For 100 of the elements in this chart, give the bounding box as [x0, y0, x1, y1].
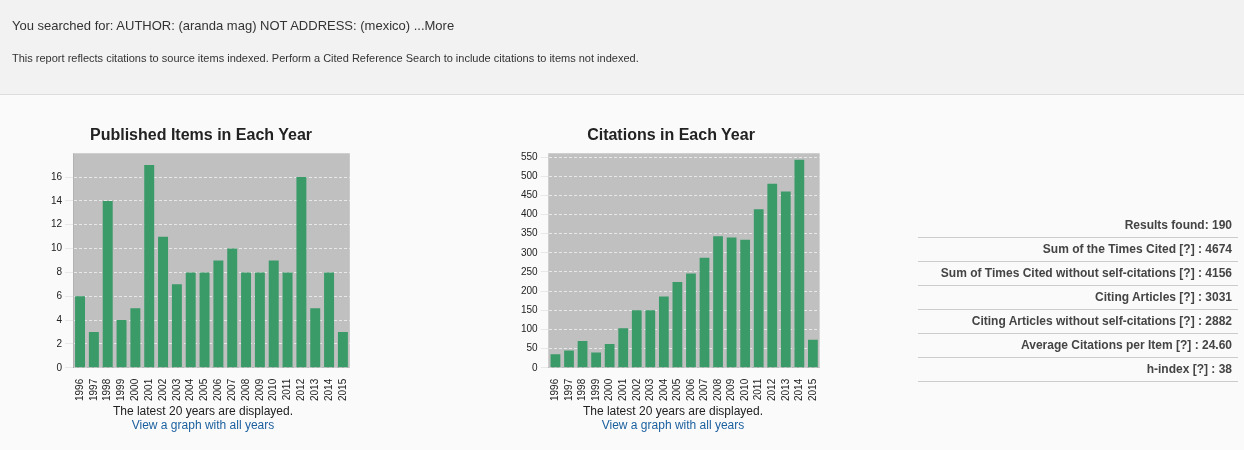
bar	[672, 281, 683, 368]
x-tick-label: 2006	[212, 378, 224, 401]
y-tick-label: 10	[51, 242, 63, 254]
y-tick-label: 200	[521, 284, 539, 296]
text: Sum of Times Cited without self-citations [?] : 4156	[918, 262, 1238, 286]
x-tick-label: 2000	[129, 378, 141, 401]
bar	[171, 284, 182, 368]
x-tick-label: 2014	[322, 378, 334, 401]
bar	[767, 183, 778, 368]
bar	[699, 257, 710, 368]
x-tick-label: 1998	[101, 378, 113, 401]
y-tick-label: 0	[56, 361, 63, 373]
y-tick-label: 250	[521, 265, 539, 277]
x-tick-label: 2007	[698, 378, 710, 401]
bar	[324, 272, 335, 368]
x-tick-label: 2000	[603, 378, 615, 401]
bar	[591, 352, 601, 368]
x-tick-label: 2001	[616, 378, 628, 401]
text: Average Citations per Item [?] : 24.60	[918, 334, 1238, 358]
y-tick-label: 6	[56, 289, 63, 301]
bar	[144, 165, 155, 368]
x-tick-label: 2013	[308, 378, 320, 401]
text: Citing Articles without self-citations [?] : 2882	[918, 310, 1238, 334]
x-tick-label: 2008	[711, 378, 723, 401]
bar	[550, 354, 561, 368]
x-tick-label: 1999	[589, 378, 601, 401]
y-tick-label: 12	[51, 218, 63, 230]
x-tick-label: 2012	[766, 378, 777, 401]
bar	[130, 308, 141, 368]
x-tick-label: 2004	[184, 378, 196, 401]
x-tick-label: 2003	[644, 378, 656, 401]
bar	[102, 200, 113, 368]
bar	[185, 272, 196, 368]
y-tick-label: 350	[521, 227, 539, 239]
x-tick-label: 2007	[225, 378, 237, 401]
bar	[282, 272, 293, 368]
y-tick-label: 100	[521, 323, 539, 335]
y-tick-label: 400	[521, 208, 539, 220]
bar	[75, 296, 86, 368]
x-tick-label: 2006	[684, 378, 696, 401]
bar	[241, 272, 252, 368]
bar	[564, 350, 574, 368]
chart-title: Citations in Each Year	[587, 126, 755, 144]
text: You searched for: AUTHOR: (aranda mag) NOT ADDRESS: (mexico) ...More	[12, 18, 455, 33]
x-tick-label: 2004	[657, 378, 669, 401]
y-tick-label: 14	[51, 194, 63, 206]
text: Results found: 190	[918, 214, 1238, 238]
y-tick-label: 450	[521, 189, 539, 201]
x-tick-label: 2002	[156, 378, 168, 401]
y-tick-label: 8	[56, 266, 63, 278]
bar	[296, 177, 307, 368]
bar	[337, 332, 348, 368]
x-tick-label: 2005	[671, 378, 683, 401]
x-tick-label: 2011	[752, 378, 764, 401]
bar	[686, 273, 696, 368]
text: The latest 20 years are displayed.	[111, 404, 295, 418]
x-tick-label: 1997	[562, 378, 574, 401]
bar	[254, 272, 265, 368]
text: Citing Articles [?] : 3031	[918, 286, 1238, 310]
x-tick-label: 2009	[253, 378, 265, 401]
bar	[310, 308, 321, 368]
x-tick-label: 1999	[115, 378, 127, 401]
x-tick-label: 2008	[239, 378, 251, 401]
x-tick-label: 1996	[73, 378, 85, 401]
x-tick-label: 1997	[87, 378, 99, 401]
bar	[713, 236, 723, 368]
x-tick-label: 1996	[549, 378, 561, 401]
x-tick-label: 2005	[198, 378, 210, 401]
x-tick-label: 2010	[738, 378, 750, 401]
bar	[794, 159, 805, 368]
y-tick-label: 16	[51, 170, 63, 182]
y-tick-label: 0	[532, 361, 539, 373]
y-tick-label: 550	[521, 150, 539, 162]
bar	[116, 320, 127, 368]
bar	[658, 296, 669, 368]
x-tick-label: 2014	[793, 378, 805, 401]
chart-title: Published Items in Each Year	[89, 126, 313, 144]
bar	[199, 272, 210, 368]
y-tick-label: 150	[521, 304, 539, 316]
bar	[227, 248, 238, 368]
bar	[268, 260, 279, 368]
text: View a graph with all years	[130, 418, 276, 432]
bar	[740, 239, 751, 368]
x-tick-label: 2002	[630, 378, 642, 401]
text: The latest 20 years are displayed.	[581, 404, 765, 418]
x-tick-label: 2011	[281, 378, 293, 401]
bar	[808, 339, 818, 368]
bar	[780, 191, 791, 368]
bar	[604, 344, 615, 368]
bar	[645, 310, 656, 368]
bar	[618, 328, 629, 368]
bar	[213, 260, 224, 368]
text: Sum of the Times Cited [?] : 4674	[918, 238, 1238, 262]
x-tick-label: 2012	[295, 378, 307, 401]
x-tick-label: 2001	[142, 378, 154, 401]
bar	[577, 340, 588, 368]
y-tick-label: 300	[521, 246, 539, 258]
text: This report reflects citations to source items indexed. Perform a Cited Reference Search to include citations to items not indexed.	[12, 52, 639, 64]
y-tick-label: 2	[56, 337, 63, 349]
bar	[726, 237, 737, 368]
